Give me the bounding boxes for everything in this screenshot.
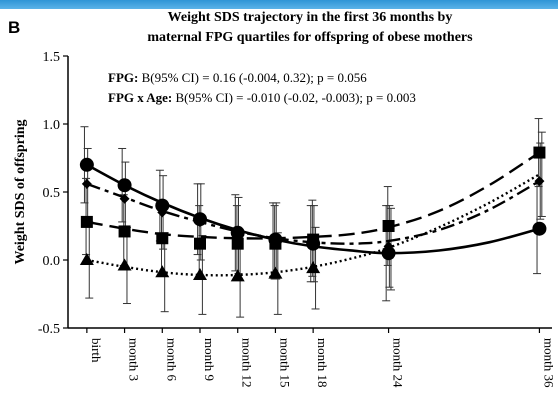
data-point-circle (79, 157, 94, 172)
data-point-triangle (306, 261, 321, 274)
data-point-diamond (81, 178, 92, 189)
series-line-square (86, 151, 541, 240)
data-point-diamond (270, 235, 281, 246)
data-point-circle (155, 198, 170, 213)
data-point-square (118, 225, 131, 238)
data-point-triangle (193, 267, 207, 280)
data-point-triangle (117, 258, 132, 271)
y-tick-label: 1.5 (43, 50, 61, 65)
data-point-triangle (155, 265, 170, 278)
data-point-triangle (268, 266, 283, 279)
x-tick-label: month 6 (164, 338, 179, 381)
y-axis-label: Weight SDS of offspring (13, 119, 28, 264)
y-tick-label: 0.0 (43, 254, 61, 269)
chart-title-line-1: Weight SDS trajectory in the first 36 mo… (167, 10, 453, 25)
data-point-diamond (383, 241, 394, 252)
data-point-square (382, 220, 395, 232)
data-point-diamond (232, 230, 243, 241)
data-point-square (80, 215, 93, 228)
x-tick-label: month 9 (202, 338, 217, 381)
data-point-square (533, 146, 546, 159)
series-line-triangle (86, 173, 541, 277)
stat-annotation: FPG: B(95% CI) = 0.16 (-0.004, 0.32); p … (108, 70, 367, 85)
x-tick-label: month 24 (391, 338, 406, 388)
data-point-diamond (195, 216, 205, 227)
panel-letter: B (8, 18, 21, 37)
x-tick-label: month 36 (541, 338, 556, 388)
data-point-triangle (230, 269, 245, 282)
data-point-diamond (157, 207, 168, 218)
x-tick-label: month 3 (127, 338, 142, 381)
top-color-band (0, 0, 558, 9)
y-tick-label: -0.5 (38, 322, 60, 337)
chart-title: Weight SDS trajectory in the first 36 mo… (70, 8, 550, 48)
data-point-circle (381, 246, 396, 261)
data-point-square (231, 237, 244, 250)
data-point-square (156, 232, 169, 245)
chart-title-line-2: maternal FPG quartiles for offspring of … (147, 30, 473, 45)
data-point-diamond (119, 193, 130, 204)
x-tick-label: month 12 (240, 338, 255, 387)
stat-annotation: FPG x Age: B(95% CI) = -0.010 (-0.02, -0… (108, 90, 416, 105)
x-tick-label: month 15 (277, 338, 292, 387)
data-point-triangle (79, 253, 94, 265)
x-tick-label: birth (89, 338, 104, 363)
data-point-diamond (308, 238, 319, 249)
data-point-square (194, 237, 206, 250)
x-tick-label: month 18 (315, 338, 330, 387)
data-point-diamond (534, 176, 545, 187)
y-tick-label: 1.0 (43, 118, 61, 133)
data-point-circle (532, 221, 547, 236)
data-point-circle (117, 178, 132, 193)
y-tick-label: 0.5 (43, 186, 61, 201)
